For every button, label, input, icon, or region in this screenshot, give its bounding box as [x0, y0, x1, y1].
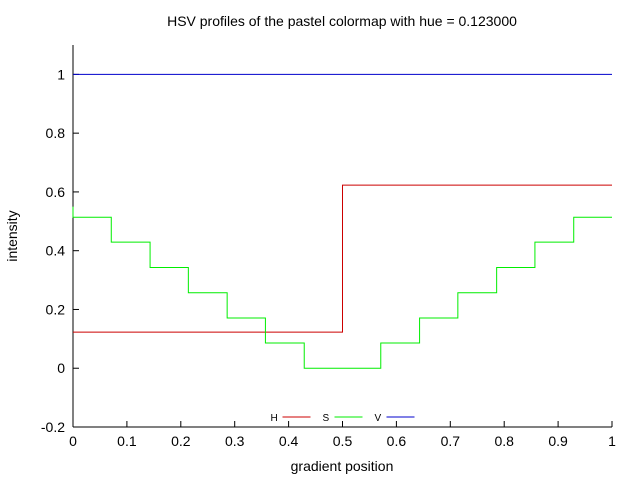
x-axis-label: gradient position — [291, 458, 394, 474]
x-tick-label: 0 — [69, 433, 77, 449]
x-tick-label: 0.3 — [225, 433, 245, 449]
y-axis-label: intensity — [4, 210, 20, 261]
x-tick-label: 0.7 — [441, 433, 461, 449]
legend-label-h: H — [271, 413, 278, 424]
x-tick-label: 0.1 — [117, 433, 137, 449]
x-tick-label: 0.6 — [387, 433, 407, 449]
legend-label-s: S — [323, 413, 330, 424]
series-lines — [72, 73, 612, 369]
series-line-s — [72, 206, 612, 369]
x-tick-label: 0.9 — [548, 433, 568, 449]
y-tick-label: 0.4 — [46, 243, 66, 259]
series-line-h — [73, 184, 612, 333]
legend-label-v: V — [375, 413, 382, 424]
y-tick-label: 0.2 — [46, 301, 66, 317]
x-axis-ticks: 0 0.1 0.2 0.3 0.4 0.5 0.6 0.7 0.8 0.9 1 — [69, 421, 616, 449]
y-tick-label: -0.2 — [41, 419, 65, 435]
x-tick-label: 0.8 — [494, 433, 514, 449]
x-tick-label: 0.4 — [279, 433, 299, 449]
y-axis-ticks: -0.2 0 0.2 0.4 0.6 0.8 1 — [41, 66, 79, 435]
chart-title: HSV profiles of the pastel colormap with… — [167, 13, 517, 29]
y-tick-label: 0.8 — [46, 125, 66, 141]
y-tick-label: 0 — [57, 360, 65, 376]
x-tick-label: 1 — [608, 433, 616, 449]
x-tick-label: 0.5 — [333, 433, 353, 449]
y-tick-label: 1 — [57, 66, 65, 82]
x-tick-label: 0.2 — [171, 433, 191, 449]
y-tick-label: 0.6 — [46, 184, 66, 200]
